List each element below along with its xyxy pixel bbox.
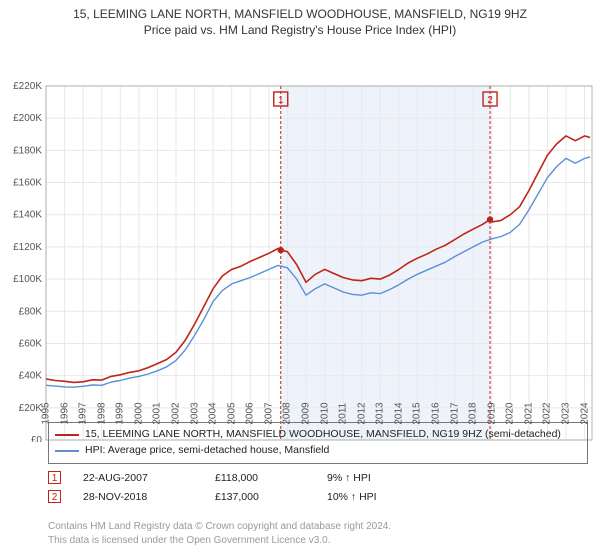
x-tick-label: 2012: [356, 374, 367, 454]
x-tick-label: 2019: [486, 374, 497, 454]
x-tick-label: 2022: [542, 374, 553, 454]
svg-text:2: 2: [487, 95, 493, 106]
x-tick-label: 2005: [226, 374, 237, 454]
x-tick-label: 2003: [189, 374, 200, 454]
svg-text:1: 1: [278, 95, 284, 106]
x-tick-label: 2010: [319, 374, 330, 454]
x-tick-label: 2011: [338, 374, 349, 454]
svg-text:£180K: £180K: [13, 146, 42, 157]
x-tick-label: 1995: [41, 374, 52, 454]
x-tick-label: 2007: [263, 374, 274, 454]
x-tick-label: 2024: [579, 374, 590, 454]
x-tick-label: 2021: [523, 374, 534, 454]
sale-date: 28-NOV-2018: [83, 491, 193, 503]
sale-date: 22-AUG-2007: [83, 472, 193, 484]
svg-text:£200K: £200K: [13, 114, 42, 125]
svg-text:£80K: £80K: [19, 307, 43, 318]
x-tick-label: 2001: [152, 374, 163, 454]
sale-delta: 10% ↑ HPI: [327, 491, 377, 503]
x-tick-label: 2002: [171, 374, 182, 454]
x-tick-label: 1996: [59, 374, 70, 454]
credits-line-2: This data is licensed under the Open Gov…: [48, 534, 391, 548]
x-tick-label: 2009: [301, 374, 312, 454]
x-tick-label: 2016: [431, 374, 442, 454]
x-tick-label: 2014: [393, 374, 404, 454]
sale-marker: 1: [48, 471, 61, 484]
sales-table: 1 22-AUG-2007 £118,000 9% ↑ HPI 2 28-NOV-2018…: [48, 465, 377, 503]
x-tick-label: 1997: [78, 374, 89, 454]
svg-text:£20K: £20K: [19, 403, 43, 414]
svg-text:£40K: £40K: [19, 371, 43, 382]
x-tick-label: 2000: [133, 374, 144, 454]
x-tick-label: 2020: [505, 374, 516, 454]
x-tick-label: 1999: [115, 374, 126, 454]
chart-title: 15, LEEMING LANE NORTH, MANSFIELD WOODHO…: [0, 0, 600, 38]
x-tick-label: 2006: [245, 374, 256, 454]
x-tick-label: 2004: [208, 374, 219, 454]
sale-row: 2 28-NOV-2018 £137,000 10% ↑ HPI: [48, 490, 377, 503]
x-tick-label: 2015: [412, 374, 423, 454]
sale-price: £118,000: [215, 472, 305, 484]
x-tick-label: 2013: [375, 374, 386, 454]
credits-line-1: Contains HM Land Registry data © Crown c…: [48, 520, 391, 534]
svg-text:£60K: £60K: [19, 339, 43, 350]
svg-text:£140K: £140K: [13, 210, 42, 221]
title-line-2: Price paid vs. HM Land Registry's House …: [0, 22, 600, 38]
x-tick-label: 2023: [561, 374, 572, 454]
svg-text:£160K: £160K: [13, 178, 42, 189]
x-tick-label: 2017: [449, 374, 460, 454]
sale-marker: 2: [48, 490, 61, 503]
sale-row: 1 22-AUG-2007 £118,000 9% ↑ HPI: [48, 471, 377, 484]
svg-text:£100K: £100K: [13, 274, 42, 285]
x-tick-label: 2008: [282, 374, 293, 454]
x-tick-label: 2018: [468, 374, 479, 454]
title-line-1: 15, LEEMING LANE NORTH, MANSFIELD WOODHO…: [0, 6, 600, 22]
x-tick-label: 1998: [96, 374, 107, 454]
svg-text:£220K: £220K: [13, 81, 42, 92]
sale-price: £137,000: [215, 491, 305, 503]
credits: Contains HM Land Registry data © Crown c…: [48, 520, 391, 547]
sale-delta: 9% ↑ HPI: [327, 472, 371, 484]
svg-text:£120K: £120K: [13, 242, 42, 253]
